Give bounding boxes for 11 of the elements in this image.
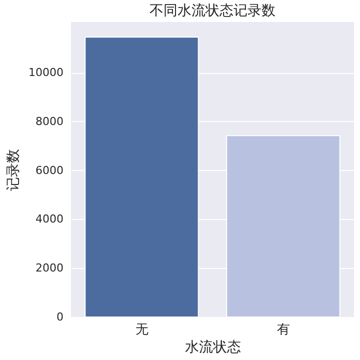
y-axis-title: 记录数 (6, 149, 22, 191)
y-tick-label: 2000 (36, 262, 64, 275)
x-axis-title: 水流状态 (185, 340, 241, 356)
y-tick-label: 0 (56, 310, 64, 324)
y-tick-label: 4000 (36, 212, 64, 226)
y-tick-label: 8000 (36, 114, 64, 128)
chart-title: 不同水流状态记录数 (150, 3, 276, 19)
y-tick-label: 6000 (36, 164, 64, 177)
y-tick-label: 10000 (28, 66, 64, 80)
x-tick-label: 无 (135, 322, 148, 338)
x-tick-label: 有 (276, 322, 290, 338)
